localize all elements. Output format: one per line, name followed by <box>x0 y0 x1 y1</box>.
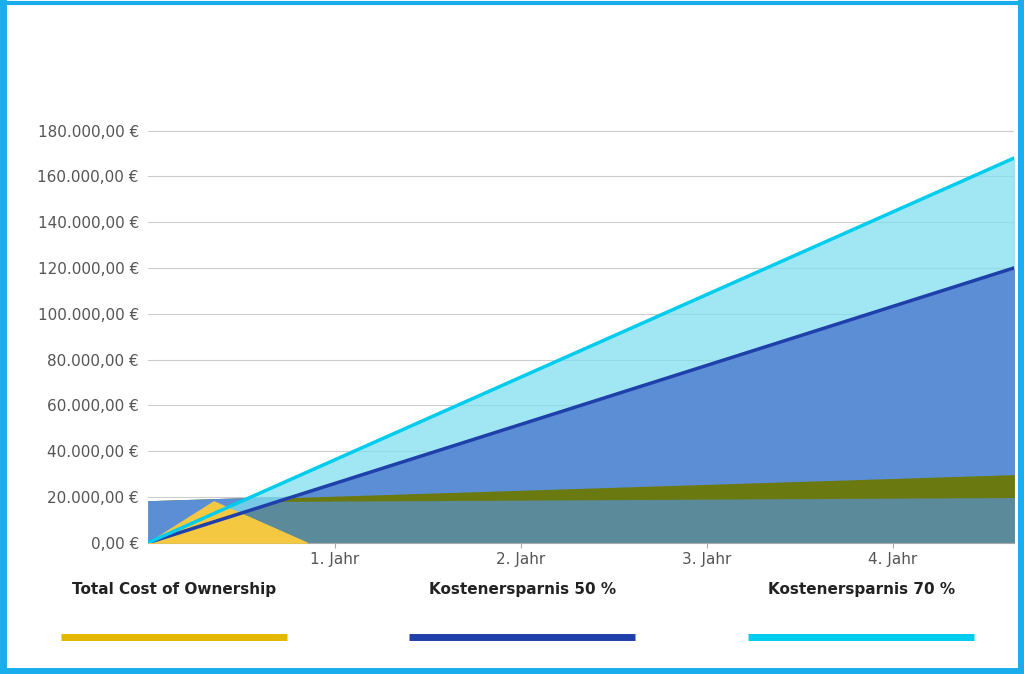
Text: Total Cost of Ownership: Total Cost of Ownership <box>72 582 275 597</box>
Text: Kostenersparnis 70 %: Kostenersparnis 70 % <box>768 582 955 597</box>
Text: Kostenersparnis 50 %: Kostenersparnis 50 % <box>429 582 615 597</box>
Text: Kosteneinsparungspotential: Kosteneinsparungspotential <box>18 40 396 65</box>
